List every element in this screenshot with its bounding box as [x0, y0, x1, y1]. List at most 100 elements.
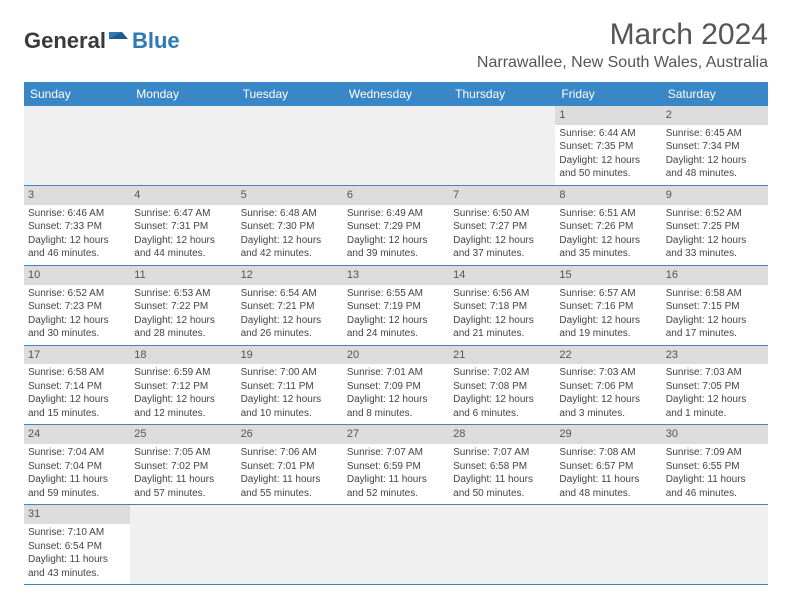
calendar-week: 17Sunrise: 6:58 AMSunset: 7:14 PMDayligh… — [24, 346, 768, 426]
sunset-text: Sunset: 7:34 PM — [666, 140, 764, 154]
sunset-text: Sunset: 6:59 PM — [347, 460, 445, 474]
calendar-cell: 21Sunrise: 7:02 AMSunset: 7:08 PMDayligh… — [449, 346, 555, 425]
day-number: 8 — [555, 186, 661, 205]
day-number: 18 — [130, 346, 236, 365]
calendar-cell: 17Sunrise: 6:58 AMSunset: 7:14 PMDayligh… — [24, 346, 130, 425]
day-number: 14 — [449, 266, 555, 285]
sunrise-text: Sunrise: 6:47 AM — [134, 207, 232, 221]
day-number: 30 — [662, 425, 768, 444]
day-header-cell: Wednesday — [343, 82, 449, 106]
sunrise-text: Sunrise: 6:53 AM — [134, 287, 232, 301]
sunrise-text: Sunrise: 6:57 AM — [559, 287, 657, 301]
day-number: 19 — [237, 346, 343, 365]
sunset-text: Sunset: 7:35 PM — [559, 140, 657, 154]
sunset-text: Sunset: 6:58 PM — [453, 460, 551, 474]
sunrise-text: Sunrise: 7:06 AM — [241, 446, 339, 460]
day-number: 1 — [555, 106, 661, 125]
sunrise-text: Sunrise: 7:04 AM — [28, 446, 126, 460]
calendar-cell: 10Sunrise: 6:52 AMSunset: 7:23 PMDayligh… — [24, 266, 130, 345]
daylight-text: Daylight: 11 hours and 55 minutes. — [241, 473, 339, 500]
day-number: 29 — [555, 425, 661, 444]
sunset-text: Sunset: 7:30 PM — [241, 220, 339, 234]
sunrise-text: Sunrise: 6:48 AM — [241, 207, 339, 221]
calendar-cell: 6Sunrise: 6:49 AMSunset: 7:29 PMDaylight… — [343, 186, 449, 265]
daylight-text: Daylight: 12 hours and 50 minutes. — [559, 154, 657, 181]
daylight-text: Daylight: 12 hours and 48 minutes. — [666, 154, 764, 181]
day-number: 3 — [24, 186, 130, 205]
sunset-text: Sunset: 7:01 PM — [241, 460, 339, 474]
calendar-cell — [130, 505, 236, 584]
calendar-cell — [343, 106, 449, 185]
daylight-text: Daylight: 12 hours and 26 minutes. — [241, 314, 339, 341]
calendar-cell: 3Sunrise: 6:46 AMSunset: 7:33 PMDaylight… — [24, 186, 130, 265]
sunset-text: Sunset: 7:02 PM — [134, 460, 232, 474]
calendar-cell — [237, 106, 343, 185]
calendar-cell: 15Sunrise: 6:57 AMSunset: 7:16 PMDayligh… — [555, 266, 661, 345]
sunrise-text: Sunrise: 6:56 AM — [453, 287, 551, 301]
sunrise-text: Sunrise: 7:01 AM — [347, 366, 445, 380]
sunset-text: Sunset: 7:09 PM — [347, 380, 445, 394]
sunset-text: Sunset: 7:33 PM — [28, 220, 126, 234]
day-number: 23 — [662, 346, 768, 365]
calendar-cell: 12Sunrise: 6:54 AMSunset: 7:21 PMDayligh… — [237, 266, 343, 345]
calendar-cell — [237, 505, 343, 584]
day-number: 25 — [130, 425, 236, 444]
daylight-text: Daylight: 12 hours and 8 minutes. — [347, 393, 445, 420]
location-subtitle: Narrawallee, New South Wales, Australia — [477, 54, 768, 72]
daylight-text: Daylight: 11 hours and 57 minutes. — [134, 473, 232, 500]
sunrise-text: Sunrise: 6:52 AM — [666, 207, 764, 221]
day-number: 28 — [449, 425, 555, 444]
calendar-cell — [130, 106, 236, 185]
calendar-cell: 1Sunrise: 6:44 AMSunset: 7:35 PMDaylight… — [555, 106, 661, 185]
day-number: 6 — [343, 186, 449, 205]
day-header-cell: Thursday — [449, 82, 555, 106]
daylight-text: Daylight: 11 hours and 52 minutes. — [347, 473, 445, 500]
calendar-cell: 7Sunrise: 6:50 AMSunset: 7:27 PMDaylight… — [449, 186, 555, 265]
sunrise-text: Sunrise: 7:07 AM — [453, 446, 551, 460]
day-number: 4 — [130, 186, 236, 205]
calendar-cell: 25 Sunrise: 7:05 AMSunset: 7:02 PMDayligh… — [130, 425, 236, 504]
day-number: 22 — [555, 346, 661, 365]
daylight-text: Daylight: 12 hours and 35 minutes. — [559, 234, 657, 261]
day-number: 26 — [237, 425, 343, 444]
sunset-text: Sunset: 7:04 PM — [28, 460, 126, 474]
day-header-cell: Friday — [555, 82, 661, 106]
day-number: 16 — [662, 266, 768, 285]
daylight-text: Daylight: 11 hours and 48 minutes. — [559, 473, 657, 500]
sunrise-text: Sunrise: 6:45 AM — [666, 127, 764, 141]
calendar-cell: 23Sunrise: 7:03 AMSunset: 7:05 PMDayligh… — [662, 346, 768, 425]
sunset-text: Sunset: 6:55 PM — [666, 460, 764, 474]
calendar-cell: 26 Sunrise: 7:06 AMSunset: 7:01 PMDayligh… — [237, 425, 343, 504]
sunset-text: Sunset: 7:06 PM — [559, 380, 657, 394]
daylight-text: Daylight: 11 hours and 50 minutes. — [453, 473, 551, 500]
calendar-cell — [555, 505, 661, 584]
sunrise-text: Sunrise: 7:00 AM — [241, 366, 339, 380]
sunset-text: Sunset: 7:31 PM — [134, 220, 232, 234]
sunrise-text: Sunrise: 6:58 AM — [666, 287, 764, 301]
sunset-text: Sunset: 7:25 PM — [666, 220, 764, 234]
sunrise-text: Sunrise: 6:58 AM — [28, 366, 126, 380]
calendar-week: 3Sunrise: 6:46 AMSunset: 7:33 PMDaylight… — [24, 186, 768, 266]
calendar-cell: 14Sunrise: 6:56 AMSunset: 7:18 PMDayligh… — [449, 266, 555, 345]
daylight-text: Daylight: 12 hours and 42 minutes. — [241, 234, 339, 261]
sunrise-text: Sunrise: 7:05 AM — [134, 446, 232, 460]
day-number: 7 — [449, 186, 555, 205]
weeks-container: 1Sunrise: 6:44 AMSunset: 7:35 PMDaylight… — [24, 106, 768, 585]
calendar-cell: 16Sunrise: 6:58 AMSunset: 7:15 PMDayligh… — [662, 266, 768, 345]
sunset-text: Sunset: 7:08 PM — [453, 380, 551, 394]
day-header-cell: Sunday — [24, 82, 130, 106]
sunset-text: Sunset: 7:21 PM — [241, 300, 339, 314]
daylight-text: Daylight: 12 hours and 1 minute. — [666, 393, 764, 420]
daylight-text: Daylight: 12 hours and 3 minutes. — [559, 393, 657, 420]
calendar-week: 31Sunrise: 7:10 AMSunset: 6:54 PMDayligh… — [24, 505, 768, 585]
sunrise-text: Sunrise: 7:02 AM — [453, 366, 551, 380]
calendar: Sunday Monday Tuesday Wednesday Thursday… — [24, 82, 768, 585]
calendar-cell — [449, 106, 555, 185]
calendar-cell: 4 Sunrise: 6:47 AMSunset: 7:31 PMDaylight… — [130, 186, 236, 265]
day-number: 2 — [662, 106, 768, 125]
daylight-text: Daylight: 12 hours and 44 minutes. — [134, 234, 232, 261]
day-number: 15 — [555, 266, 661, 285]
day-number: 5 — [237, 186, 343, 205]
daylight-text: Daylight: 12 hours and 12 minutes. — [134, 393, 232, 420]
day-number: 21 — [449, 346, 555, 365]
